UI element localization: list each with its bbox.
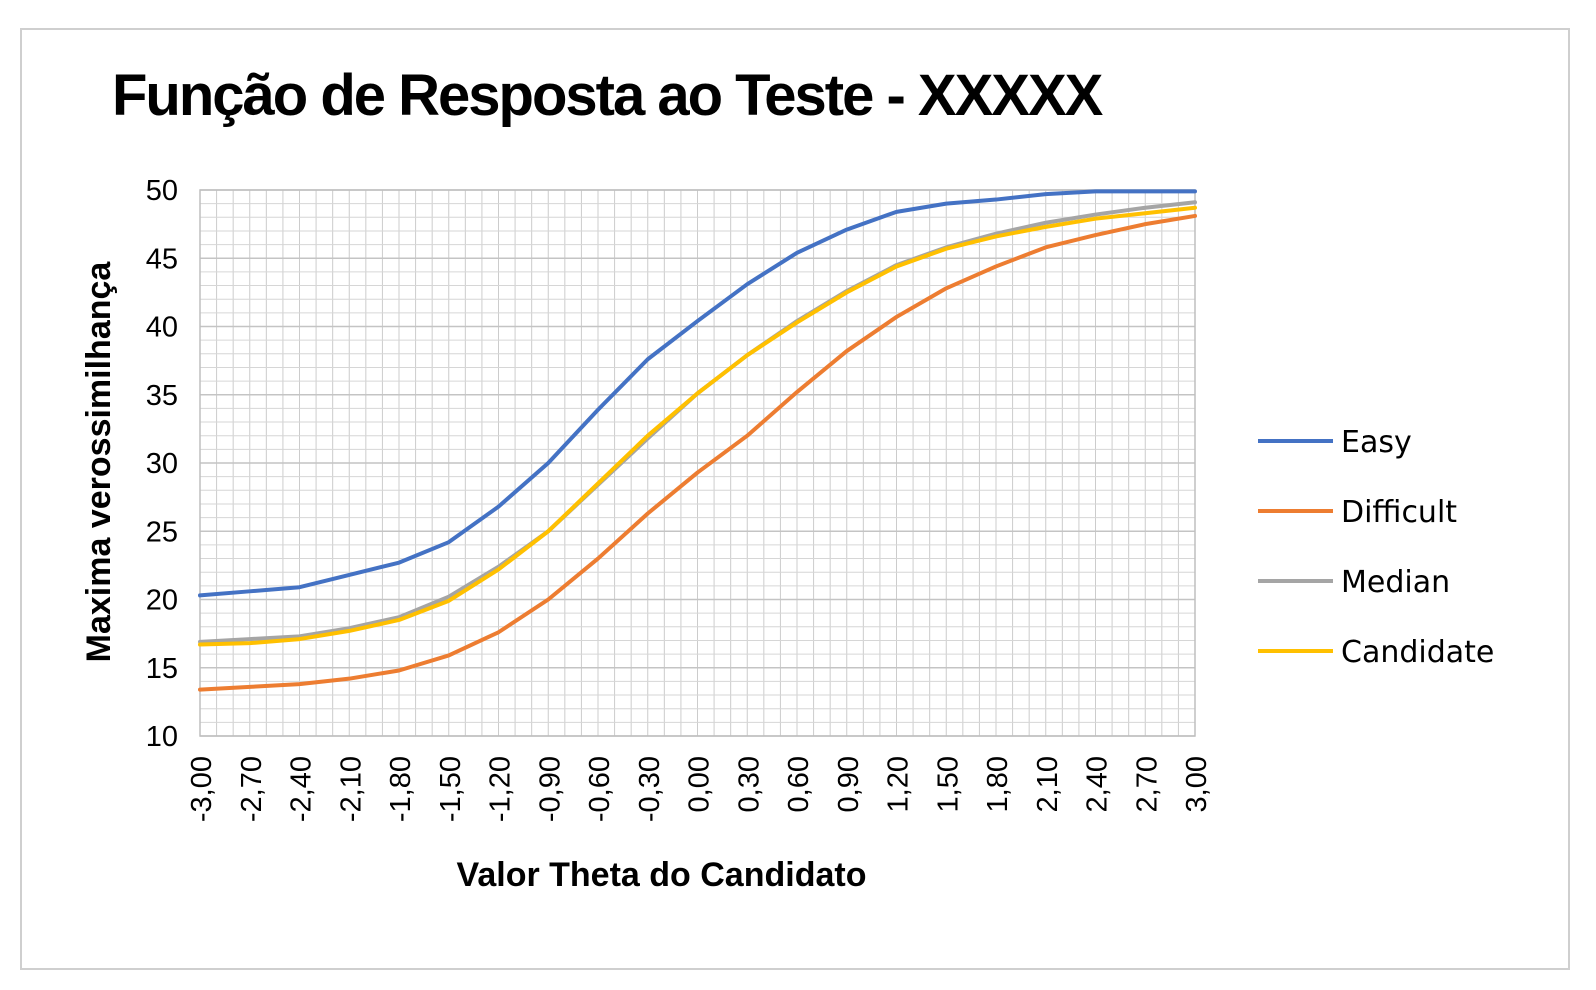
y-axis-label: Maxima verossimilhança [80,261,118,663]
legend-label-candidate: Candidate [1341,635,1494,670]
y-tick-label: 10 [146,721,178,753]
x-tick-label: 0,00 [684,756,716,812]
x-tick-label: -0,90 [534,756,566,822]
x-tick-label: -0,30 [634,756,666,822]
y-tick-label: 15 [146,653,178,685]
series-line-candidate [198,205,1197,647]
legend-label-median: Median [1341,565,1450,600]
x-tick-label: -3,00 [186,756,218,822]
x-tick-label: -1,50 [435,756,467,822]
x-tick-label: -1,20 [485,756,517,822]
chart-frame [20,28,1570,970]
x-tick-labels: -3,00 -2,70 -2,40 -2,10 -1,80 -1,50 -1,20 -0,90… [186,756,1213,822]
x-tick-label: 2,10 [1032,756,1064,812]
x-tick-label: -1,80 [385,756,417,822]
y-tick-label: 40 [146,312,178,344]
x-tick-label: 1,20 [883,756,915,812]
y-tick-label: 35 [146,380,178,412]
x-tick-label: 2,40 [1082,756,1114,812]
x-tick-label: 0,60 [783,756,815,812]
y-tick-label: 30 [146,448,178,480]
y-tick-label: 50 [146,175,178,207]
x-tick-label: 0,90 [833,756,865,812]
x-tick-label: 2,70 [1131,756,1163,812]
legend: Easy Difficult Median Candidate [1258,425,1494,670]
chart-title: Função de Resposta ao Teste - XXXXX [112,63,1103,128]
x-tick-label: 3,00 [1181,756,1213,812]
x-tick-label: -2,40 [286,756,318,822]
legend-label-easy: Easy [1341,425,1412,460]
x-tick-label: -2,10 [335,756,367,822]
grid [199,189,1196,737]
y-tick-labels: 10 15 20 25 30 35 40 45 50 [146,175,178,753]
x-tick-label: -0,60 [584,756,616,822]
series-lines [198,189,1197,692]
plot-area [199,189,1196,737]
y-tick-label: 45 [146,243,178,275]
legend-label-difficult: Difficult [1341,495,1457,530]
x-tick-label: 0,30 [733,756,765,812]
x-tick-label: 1,80 [982,756,1014,812]
x-tick-label: 1,50 [932,756,964,812]
y-tick-label: 20 [146,585,178,617]
x-axis-label: Valor Theta do Candidato [457,856,867,894]
x-tick-label: -2,70 [236,756,268,822]
series-line-easy [198,189,1197,598]
series-line-difficult [198,213,1197,692]
y-tick-label: 25 [146,516,178,548]
